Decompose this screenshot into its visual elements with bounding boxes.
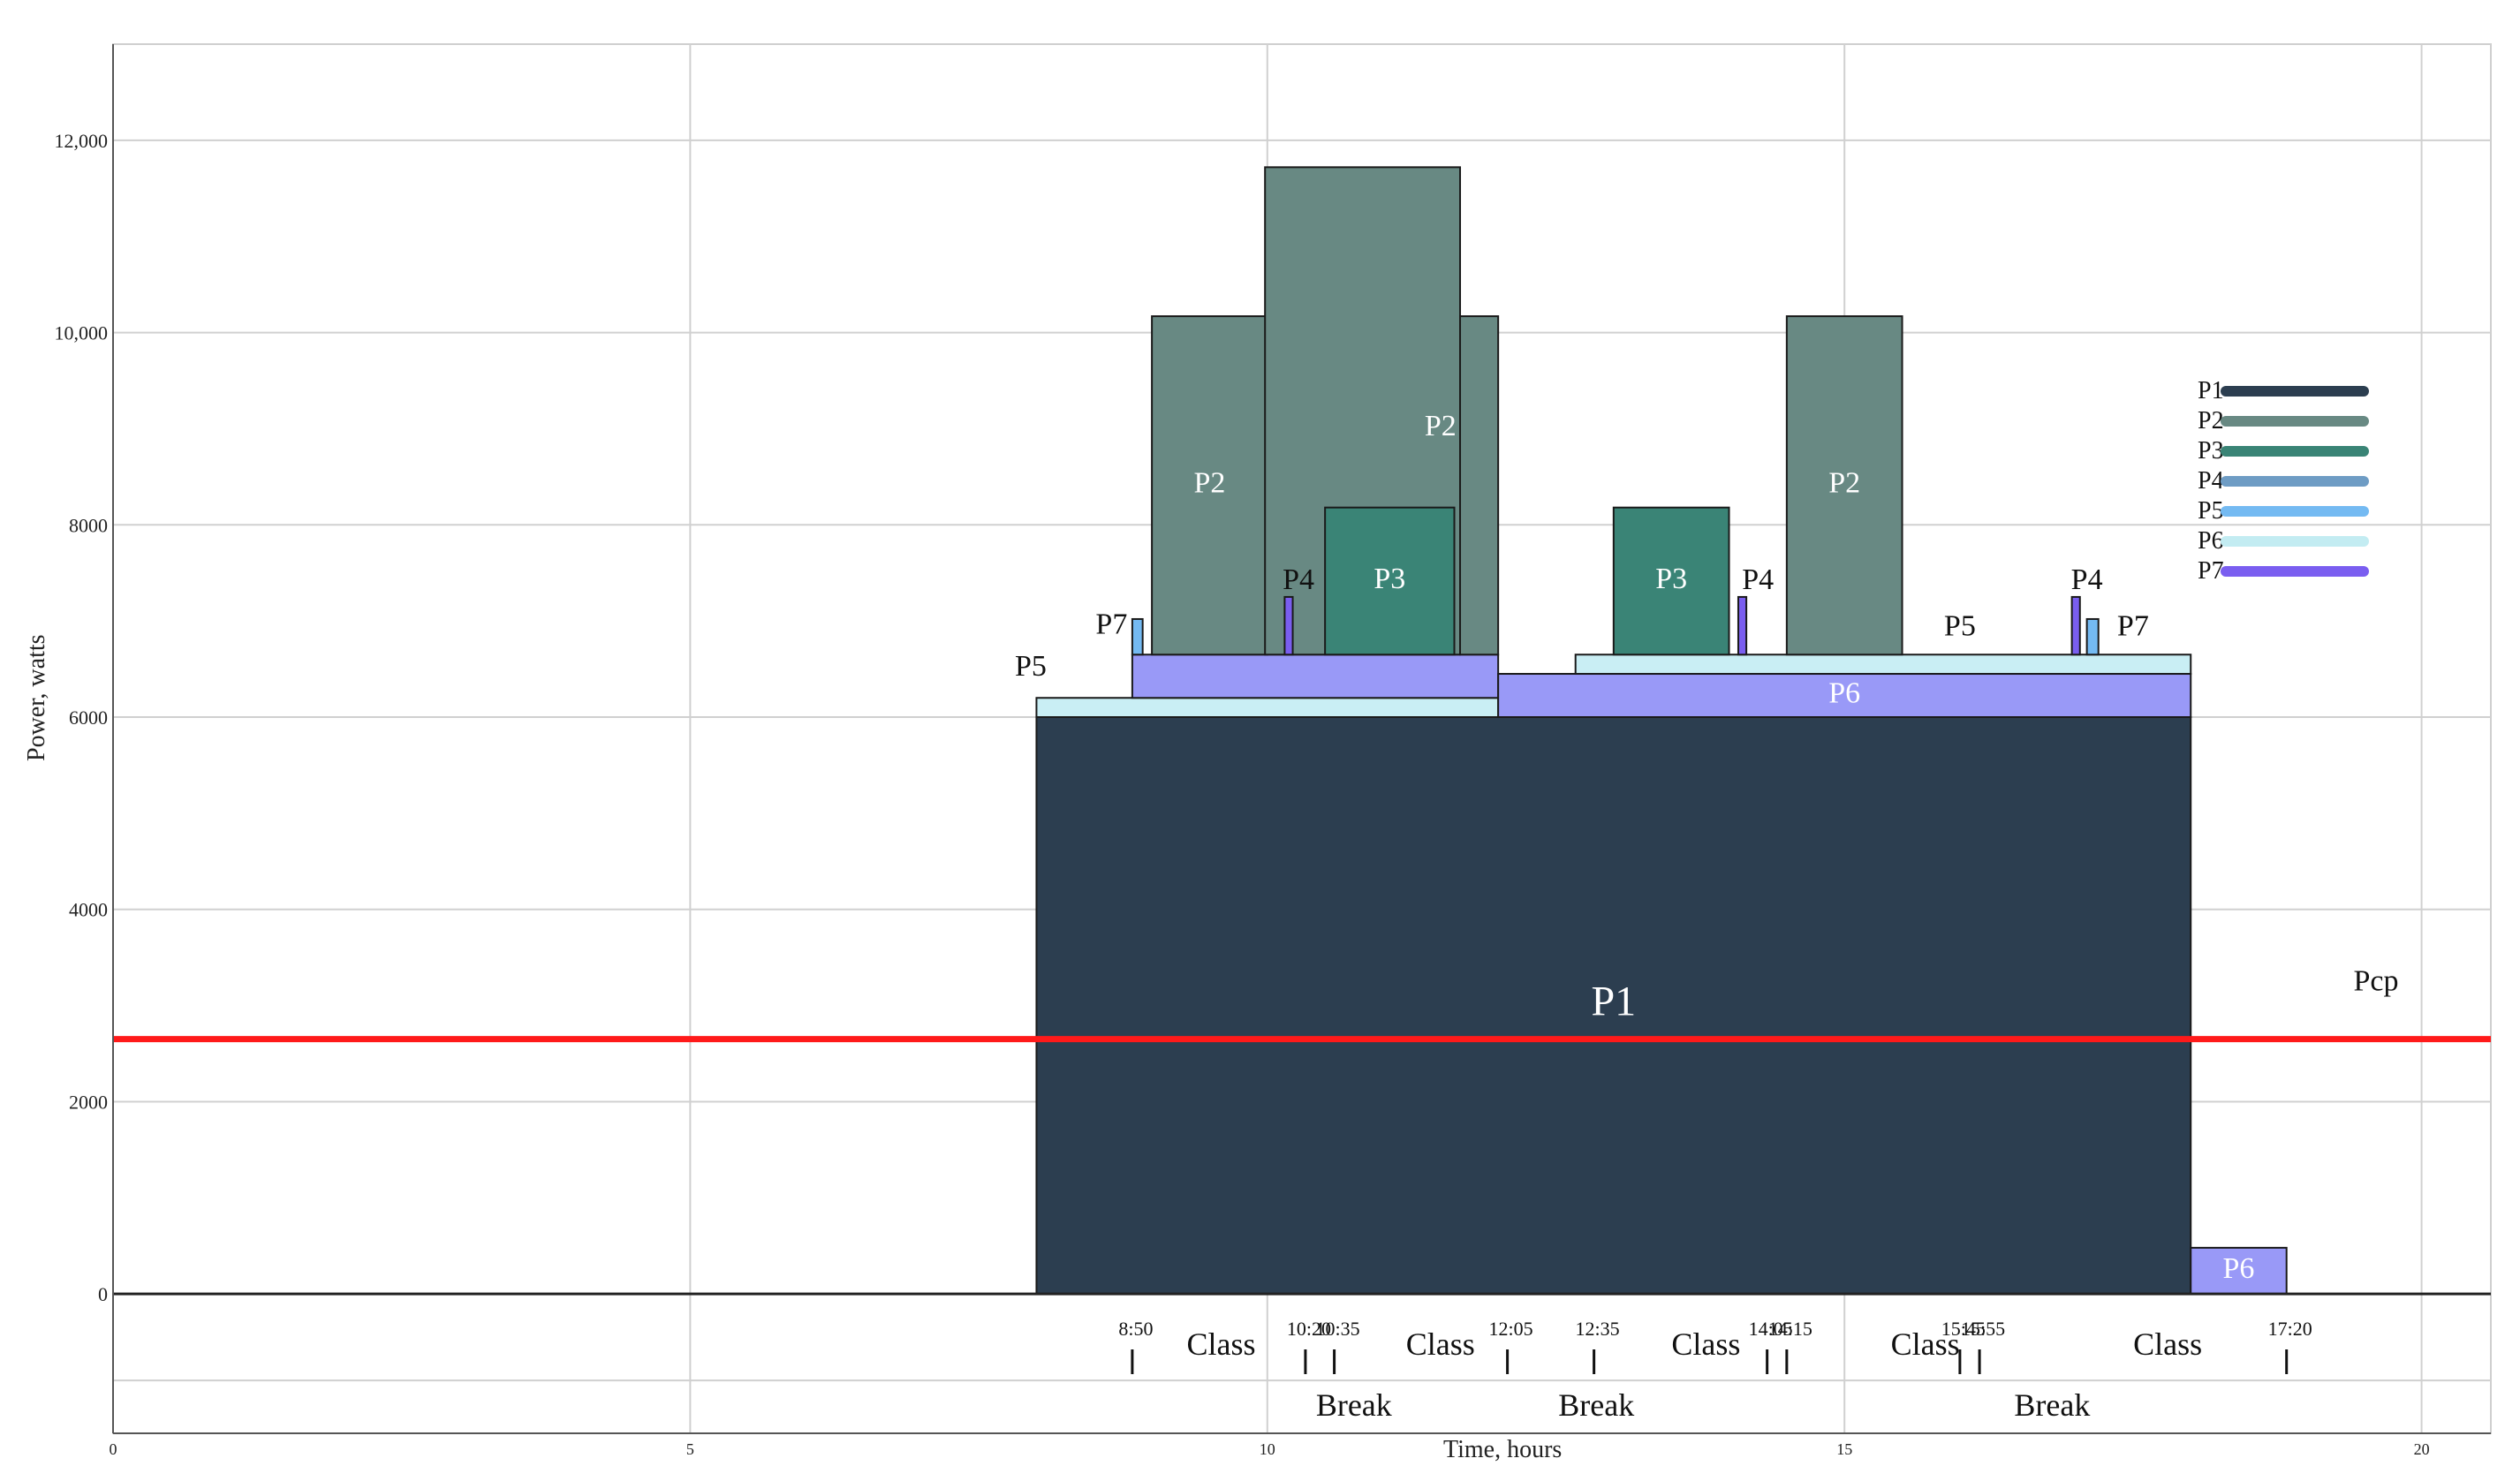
annotation-label: P4 bbox=[1283, 563, 1314, 596]
legend-label: P2 bbox=[2198, 407, 2224, 434]
segment-p5 bbox=[1574, 654, 2192, 676]
annotation-label: P5 bbox=[1015, 650, 1047, 683]
time-label: 10:35 bbox=[1316, 1318, 1360, 1340]
threshold-line: Pcp bbox=[113, 965, 2491, 1043]
time-label: 12:35 bbox=[1576, 1318, 1620, 1340]
annotations: P7 P5 P4 P4 P5 P4 P7 bbox=[1015, 563, 2149, 683]
annotation-label: P5 bbox=[1944, 609, 1976, 642]
legend-label: P3 bbox=[2198, 437, 2224, 465]
legend-label: P5 bbox=[2198, 497, 2224, 525]
y-tick-label: 12,000 bbox=[55, 130, 109, 152]
y-tick-label: 10,000 bbox=[55, 322, 109, 344]
time-label: 15:55 bbox=[1961, 1318, 2005, 1340]
time-label: 15:45 bbox=[1941, 1318, 1986, 1340]
segment-p7 bbox=[1283, 595, 1294, 656]
x-tick-label: 15 bbox=[1836, 1440, 1852, 1458]
y-tick-label: 2000 bbox=[69, 1091, 108, 1113]
legend-label: P4 bbox=[2198, 467, 2224, 495]
segment-p7 bbox=[2085, 617, 2100, 656]
y-tick-label: 4000 bbox=[69, 899, 108, 921]
segment-p6 bbox=[2190, 1246, 2288, 1296]
annotation-label: P4 bbox=[1742, 563, 1774, 596]
segment-label: P6 bbox=[2223, 1252, 2255, 1285]
time-label: 8:50 bbox=[1118, 1318, 1153, 1340]
legend-label: P6 bbox=[2198, 527, 2224, 555]
time-label: 14:05 bbox=[1749, 1318, 1793, 1340]
segment-p1 bbox=[1035, 716, 2192, 1296]
segment-p3 bbox=[1612, 506, 1730, 656]
segment-p6 bbox=[1131, 654, 1500, 699]
segment-p5 bbox=[1035, 697, 1500, 719]
event-label: Break bbox=[1316, 1387, 1392, 1423]
legend-label: P7 bbox=[2198, 557, 2224, 585]
event-label: Class bbox=[1187, 1326, 1256, 1362]
event-label: Class bbox=[1891, 1326, 1960, 1362]
x-tick-label: 20 bbox=[2414, 1440, 2430, 1458]
segment-p7 bbox=[1131, 617, 1144, 656]
segment-label: P1 bbox=[1591, 979, 1636, 1025]
annotation-label: P7 bbox=[2117, 609, 2149, 642]
annotation-label: P7 bbox=[1095, 608, 1127, 640]
time-label: 10:20 bbox=[1287, 1318, 1331, 1340]
axes: 0 2000 4000 6000 8000 10,000 12,000 0 5 10 15 20 bbox=[55, 44, 2491, 1458]
y-axis-title: Power, watts bbox=[23, 634, 50, 761]
y-tick-label: 6000 bbox=[69, 706, 108, 729]
y-tick-label: 0 bbox=[98, 1283, 108, 1305]
segment-label: P2 bbox=[1828, 466, 1860, 499]
time-label: 14:15 bbox=[1768, 1318, 1812, 1340]
event-label: Class bbox=[1671, 1326, 1740, 1362]
legend-label: P1 bbox=[2198, 377, 2224, 404]
event-label: Break bbox=[2014, 1387, 2090, 1423]
segment-p2 bbox=[1785, 315, 1903, 656]
segment-p7 bbox=[1737, 595, 1748, 656]
time-label: 12:05 bbox=[1489, 1318, 1533, 1340]
x-axis-title: Time, hours bbox=[1443, 1436, 1562, 1463]
segment-label: P2 bbox=[1193, 466, 1225, 499]
time-label: 17:20 bbox=[2268, 1318, 2312, 1340]
segment-p6 bbox=[1497, 673, 2192, 719]
event-label: Class bbox=[1406, 1326, 1475, 1362]
segment-label: P3 bbox=[1655, 563, 1687, 595]
segment-p2 bbox=[1151, 315, 1268, 656]
segment-label: P2 bbox=[1425, 410, 1457, 442]
x-tick-label: 10 bbox=[1260, 1440, 1275, 1458]
event-label: Class bbox=[2133, 1326, 2202, 1362]
series-segments: P1 P6 P6 P2 P2 P3 P3 P2 bbox=[1035, 166, 2288, 1296]
segment-label: P6 bbox=[1828, 676, 1860, 709]
segment-p2 bbox=[1459, 315, 1500, 656]
event-label: Break bbox=[1558, 1387, 1634, 1423]
y-tick-label: 8000 bbox=[69, 514, 108, 536]
segment-p3 bbox=[1324, 506, 1456, 656]
x-tick-label: 0 bbox=[110, 1440, 117, 1458]
segment-label: P3 bbox=[1374, 563, 1405, 595]
segment-p7 bbox=[2070, 595, 2081, 656]
annotation-label: P4 bbox=[2071, 563, 2103, 596]
threshold-label: Pcp bbox=[2354, 965, 2399, 998]
x-tick-label: 5 bbox=[686, 1440, 694, 1458]
